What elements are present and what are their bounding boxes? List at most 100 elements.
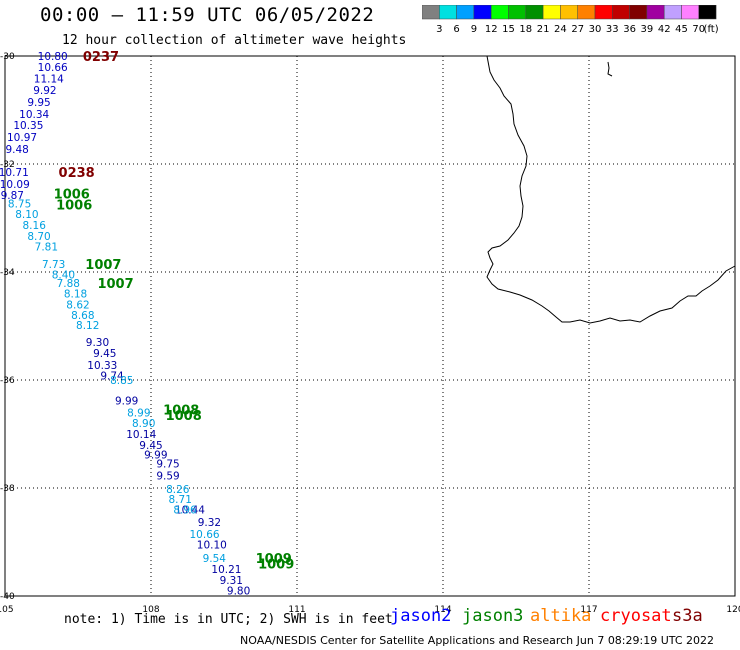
wave-height-label: 8.62 [66,299,89,311]
lon-tick-label: 120 [726,605,740,615]
wave-height-label: 9.87 [1,190,24,202]
wave-height-label: 8.12 [76,320,99,332]
wave-height-label: 8.90 [132,418,155,430]
coastline-islet [607,61,613,77]
lat-tick-label: -30 [0,52,15,62]
wave-height-label: 10.97 [7,132,37,144]
pass-time-label: 1007 [97,277,133,292]
colorbar-tick-label: 39 [641,24,654,35]
wave-height-label: 10.34 [19,109,49,121]
page-title: 00:00 — 11:59 UTC 06/05/2022 [40,4,375,26]
pass-time-label: 1009 [256,552,292,567]
wave-height-label: 8.10 [15,209,38,221]
colorbar-tick-label: 33 [606,24,619,35]
wave-height-label: 9.32 [198,517,221,529]
wave-height-label: 10.35 [13,120,43,132]
legend-altika: altika [530,606,592,626]
lat-tick-label: -32 [0,160,15,170]
wave-height-label: 8.99 [127,407,150,419]
wave-height-label: 11.14 [34,74,64,86]
wave-height-label: 8.16 [23,220,47,232]
pass-time-label: 0238 [59,166,95,181]
graticule [5,56,735,596]
pass-time-label: 1007 [85,258,121,273]
coastline-western-australia [486,55,736,324]
altimeter-tracks: 10.8010.6611.149.929.9510.3410.3510.979.… [0,50,294,598]
wave-height-label: 10.14 [126,429,156,441]
colorbar-tick-label: 36 [623,24,636,35]
wave-height-label: 8.40 [52,270,75,282]
color-scale-bar: 3 6 9 12 15 18 21 24 27 30 33 36 39 42 45 70(ft) [422,5,719,35]
colorbar-tick-label: 30 [589,24,602,35]
wave-height-label: 9.75 [156,459,179,471]
colorbar-tick-label: 12 [485,24,498,35]
wave-height-label: 10.09 [0,179,30,191]
wave-height-label: 9.48 [5,144,28,156]
colorbar-unit: (ft) [704,24,719,35]
wave-height-label: 8.18 [64,289,87,301]
wave-height-label: 9.31 [220,575,243,587]
wave-height-label: 9.92 [33,85,56,97]
lat-tick-label: -36 [0,376,15,386]
pass-time-label: 1006 [54,188,90,203]
colorbar-tick-label: 6 [453,24,459,35]
legend-s3a: s3a [672,606,703,626]
wave-height-label: 9.74 [100,371,124,383]
wave-height-label: 8.75 [8,198,31,210]
lat-tick-label: -38 [0,484,15,494]
wave-height-label: 10.71 [0,167,29,179]
lon-tick-label: 108 [142,605,159,615]
wave-height-label: 8.96 [173,505,197,517]
colorbar-tick-label: 21 [537,24,550,35]
axis-tick-labels: 105 108 111 114 117 120 -30 -32 -34 -36 -38 -40 [0,52,740,615]
page-subtitle: 12 hour collection of altimeter wave hei… [62,33,407,48]
wave-height-label: 7.88 [57,278,80,290]
colorbar-tick-label: 3 [436,24,442,35]
wave-height-label: 9.54 [203,553,227,565]
footer-credit: NOAA/NESDIS Center for Satellite Applica… [240,634,715,647]
colorbar-tick-label: 45 [675,24,688,35]
wave-height-label: 8.26 [166,484,190,496]
wave-height-label: 10.66 [190,529,220,541]
lat-tick-label: -40 [0,592,15,602]
colorbar-tick-label: 42 [658,24,671,35]
colorbar-tick-label: 24 [554,24,567,35]
colorbar-swatch [698,5,717,20]
wave-height-label: 8.70 [27,231,50,243]
wave-height-label: 9.45 [139,440,162,452]
wave-height-label: 9.30 [86,337,109,349]
wave-height-label: 10.10 [197,540,227,552]
lon-tick-label: 105 [0,605,14,615]
wave-height-label: 8.68 [71,310,94,322]
lon-tick-label: 117 [580,605,597,615]
colorbar-tick-label: 18 [519,24,532,35]
pass-time-label: 1008 [166,409,202,424]
wave-height-label: 9.80 [227,586,250,598]
colorbar-tick-label: 27 [571,24,584,35]
wave-height-label: 7.73 [42,259,65,271]
wave-height-label: 10.33 [87,360,117,372]
wave-height-label: 9.45 [93,348,116,360]
wave-height-label: 8.85 [110,375,133,387]
legend-jason3: jason3 [462,606,524,626]
wave-height-label: 10.44 [175,505,205,517]
wave-height-label: 9.99 [144,450,167,462]
wave-height-label: 9.99 [115,396,138,408]
wave-height-label: 10.80 [38,51,68,63]
colorbar-tick-label: 15 [502,24,515,35]
wave-height-label: 9.59 [156,471,179,483]
pass-time-label: 1008 [163,404,199,419]
legend-jason2: jason2 [390,606,452,626]
wave-height-label: 10.21 [211,564,241,576]
lon-tick-label: 111 [288,605,305,615]
wave-height-label: 8.71 [169,494,192,506]
pass-time-label: 1009 [258,558,294,573]
legend-cryosat: cryosat [600,606,672,626]
lat-tick-label: -34 [0,268,15,278]
pass-time-label: 1006 [56,199,92,214]
map-frame [4,55,736,597]
wave-height-label: 9.95 [27,97,50,109]
note-text: note: 1) Time is in UTC; 2) SWH is in fe… [64,612,393,627]
lon-tick-label: 114 [434,605,451,615]
pass-time-label: 0237 [83,50,119,65]
